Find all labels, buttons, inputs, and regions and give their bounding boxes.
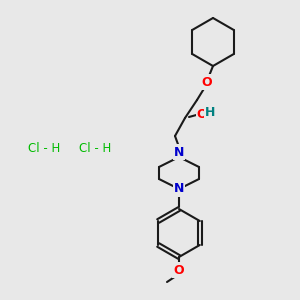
Text: Cl - H: Cl - H	[79, 142, 111, 154]
Text: O: O	[197, 107, 207, 121]
Text: N: N	[174, 182, 184, 196]
Text: Cl - H: Cl - H	[28, 142, 60, 154]
Text: O: O	[202, 76, 212, 88]
Text: H: H	[205, 106, 215, 119]
Text: O: O	[174, 263, 184, 277]
Text: N: N	[174, 146, 184, 158]
